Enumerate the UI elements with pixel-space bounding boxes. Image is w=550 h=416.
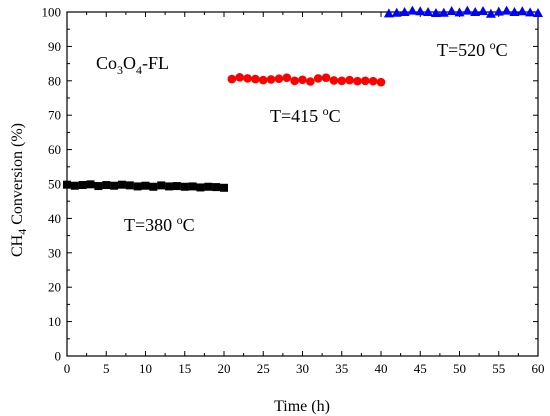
data-point-triangle [415, 6, 426, 16]
data-point-square [165, 182, 174, 191]
data-point-triangle [383, 8, 394, 18]
annotation-380: T=380 oC [124, 213, 195, 235]
y-tick-label: 20 [48, 280, 61, 295]
series-1 [63, 180, 228, 192]
x-tick-label: 50 [453, 361, 466, 376]
x-tick-label: 5 [103, 361, 110, 376]
x-tick-label: 25 [257, 361, 270, 376]
data-point-circle [321, 73, 331, 83]
y-tick-label: 40 [48, 211, 61, 226]
series-3 [383, 5, 543, 18]
x-tick-label: 30 [296, 361, 309, 376]
data-point-triangle [446, 5, 457, 15]
data-point-triangle [517, 6, 528, 16]
data-point-square [220, 183, 228, 192]
data-point-square [141, 181, 150, 190]
series-2 [227, 73, 386, 87]
x-tick-label: 60 [532, 361, 545, 376]
data-point-square [204, 182, 213, 191]
data-point-circle [266, 75, 276, 84]
data-point-square [180, 182, 189, 191]
data-point-square [172, 182, 181, 191]
data-point-circle [306, 77, 315, 86]
data-point-circle [313, 74, 323, 83]
data-point-square [188, 182, 197, 191]
data-point-triangle [533, 8, 543, 18]
x-tick-label: 15 [178, 361, 191, 376]
data-point-triangle [430, 8, 441, 18]
data-point-triangle [485, 8, 496, 18]
data-point-circle [227, 74, 237, 84]
data-point-circle [345, 75, 354, 85]
data-point-triangle [454, 7, 465, 17]
data-point-square [157, 181, 166, 190]
data-point-square [63, 180, 71, 189]
annotation-520: T=520 oC [437, 38, 508, 60]
data-point-circle [235, 73, 244, 82]
x-axis-title: Time (h) [274, 398, 330, 415]
y-tick-label: 0 [55, 349, 62, 364]
data-point-square [117, 180, 126, 189]
data-point-circle [282, 73, 292, 83]
data-point-circle [243, 74, 252, 83]
data-point-circle [353, 76, 362, 86]
data-point-square [78, 181, 87, 190]
y-tick-label: 90 [48, 39, 61, 54]
data-point-circle [298, 75, 307, 85]
data-point-circle [368, 76, 378, 86]
x-tick-label: 35 [335, 361, 348, 376]
data-point-square [125, 181, 134, 190]
data-point-triangle [407, 5, 418, 15]
data-point-circle [361, 76, 370, 86]
sample-label: Co3O4-FL [96, 53, 169, 77]
data-point-triangle [391, 7, 402, 17]
x-tick-label: 55 [492, 361, 505, 376]
y-tick-label: 70 [48, 108, 61, 123]
data-point-triangle [525, 7, 536, 17]
data-point-circle [258, 75, 268, 85]
data-point-triangle [493, 6, 504, 16]
data-point-circle [274, 74, 284, 84]
x-tick-label: 40 [375, 361, 388, 376]
y-tick-label: 80 [48, 73, 61, 88]
x-tick-label: 10 [139, 361, 152, 376]
data-point-triangle [501, 5, 512, 15]
data-point-triangle [423, 7, 434, 16]
y-tick-label: 30 [48, 245, 61, 260]
data-point-circle [376, 77, 386, 87]
x-tick-label: 20 [218, 361, 231, 376]
annotation-415: T=415 oC [270, 104, 341, 126]
x-tick-label: 45 [414, 361, 427, 376]
data-point-square [110, 181, 119, 190]
data-point-square [86, 180, 95, 189]
data-point-square [133, 182, 142, 191]
data-point-square [94, 182, 103, 191]
x-tick-label: 0 [64, 361, 71, 376]
data-point-triangle [509, 7, 520, 16]
data-point-circle [290, 76, 299, 86]
data-point-square [70, 181, 79, 190]
data-point-circle [251, 74, 260, 84]
data-point-triangle [438, 7, 449, 17]
y-tick-label: 100 [42, 5, 62, 20]
x-axis: 0 5 10 15 20 25 30 35 40 45 50 55 60 [64, 12, 545, 376]
y-axis-title: CH4 Conversion (%) [9, 123, 29, 257]
y-tick-label: 10 [48, 314, 61, 329]
data-point-circle [337, 76, 347, 86]
data-point-square [102, 181, 111, 190]
data-point-triangle [478, 5, 489, 15]
data-point-circle [329, 76, 339, 85]
y-axis: 0 10 20 30 40 50 60 70 80 90 100 [42, 5, 538, 364]
data-points [63, 5, 543, 192]
data-point-triangle [399, 7, 410, 16]
data-point-square [196, 183, 205, 192]
data-point-triangle [470, 7, 481, 16]
data-point-triangle [462, 5, 473, 15]
data-point-square [149, 182, 158, 191]
data-point-square [212, 183, 221, 192]
y-tick-label: 60 [48, 142, 61, 157]
y-tick-label: 50 [48, 177, 61, 192]
